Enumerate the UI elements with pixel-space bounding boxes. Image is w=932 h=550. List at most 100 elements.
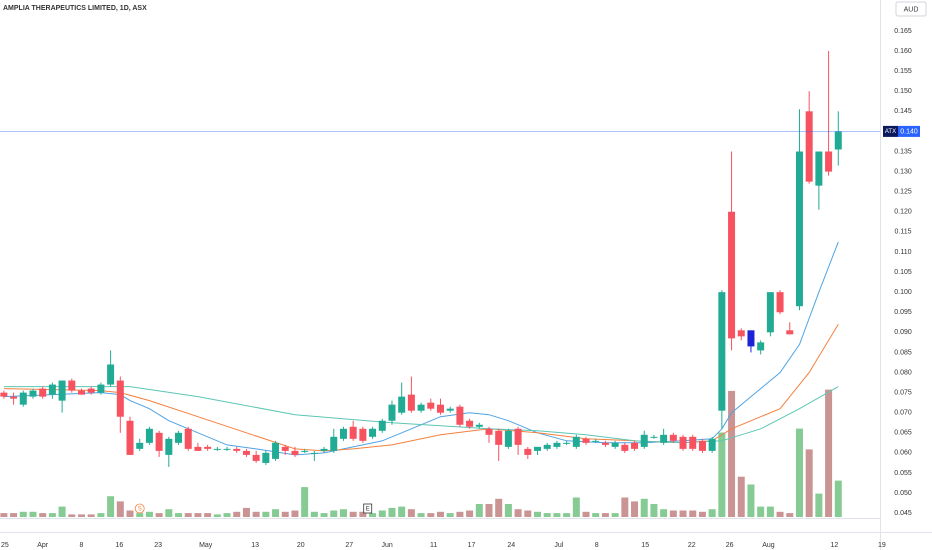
x-tick-label: May bbox=[199, 542, 213, 549]
volume-bar bbox=[631, 501, 639, 517]
candle-body bbox=[805, 111, 813, 182]
volume-bar bbox=[388, 507, 396, 517]
candle-body bbox=[320, 448, 328, 451]
y-tick-label: 0.080 bbox=[894, 369, 912, 376]
volume-bar bbox=[698, 511, 706, 517]
volume-bar bbox=[68, 514, 76, 517]
candle-body bbox=[456, 406, 464, 425]
candle-body bbox=[621, 444, 629, 451]
volume-bar bbox=[145, 511, 153, 517]
candle-body bbox=[728, 211, 736, 339]
moving-average bbox=[3, 241, 839, 456]
volume-bar bbox=[524, 510, 532, 517]
volume-bar bbox=[786, 513, 794, 517]
candle-body bbox=[718, 292, 726, 411]
x-tick-label: 17 bbox=[468, 542, 476, 549]
y-tick-label: 0.055 bbox=[894, 470, 912, 477]
volume-bar bbox=[310, 511, 318, 517]
volume-bar bbox=[107, 496, 115, 517]
y-tick-label: 0.095 bbox=[894, 309, 912, 316]
x-tick-label: Apr bbox=[37, 542, 49, 549]
volume-bar bbox=[194, 513, 202, 517]
candle-body bbox=[0, 392, 8, 397]
volume-bar bbox=[0, 513, 8, 517]
x-tick-label: 25 bbox=[1, 542, 9, 549]
candle-body bbox=[640, 434, 648, 447]
candle-body bbox=[737, 330, 745, 337]
volume-bar bbox=[601, 513, 609, 517]
volume-bar bbox=[466, 510, 474, 517]
volume-bar bbox=[19, 511, 27, 517]
volume-bar bbox=[825, 389, 833, 517]
candle-body bbox=[524, 448, 532, 455]
volume-bar bbox=[747, 484, 755, 517]
currency: AUD bbox=[904, 6, 919, 13]
candle-body bbox=[563, 442, 571, 444]
volume-bar bbox=[621, 497, 629, 517]
candle-body bbox=[213, 448, 221, 450]
x-tick-label: 19 bbox=[878, 542, 886, 549]
y-tick-label: 0.135 bbox=[894, 148, 912, 155]
x-tick-label: 20 bbox=[297, 542, 305, 549]
candle-body bbox=[77, 390, 85, 395]
event-box bbox=[363, 503, 373, 514]
y-tick-label: 0.125 bbox=[894, 189, 912, 196]
currency-box[interactable] bbox=[895, 1, 927, 17]
candle-body bbox=[349, 426, 357, 439]
candle-body bbox=[776, 292, 784, 313]
volume-bar bbox=[165, 509, 173, 517]
volume-bar bbox=[679, 510, 687, 517]
volume-bar bbox=[301, 487, 309, 517]
x-tick-label: 12 bbox=[831, 542, 839, 549]
volume-bar bbox=[543, 513, 551, 517]
y-tick-label: 0.100 bbox=[894, 289, 912, 296]
candle-body bbox=[417, 404, 425, 411]
volume-bar bbox=[272, 509, 280, 517]
candle-body bbox=[495, 430, 503, 445]
x-tick-label: 24 bbox=[507, 542, 515, 549]
event-label: S bbox=[138, 507, 142, 513]
volume-bar bbox=[398, 506, 406, 517]
candle-body bbox=[339, 428, 347, 439]
volume-bar bbox=[660, 509, 668, 517]
volume-bar bbox=[116, 501, 124, 517]
volume-bar bbox=[281, 511, 289, 517]
candle-body bbox=[262, 452, 270, 463]
candle-body bbox=[582, 438, 590, 443]
volume-bar bbox=[39, 513, 47, 517]
candle-body bbox=[252, 454, 260, 461]
volume-bar bbox=[436, 511, 444, 517]
y-tick-label: 0.120 bbox=[894, 209, 912, 216]
candle-body bbox=[58, 380, 66, 401]
volume-bar bbox=[204, 513, 212, 517]
x-tick-label: 16 bbox=[115, 542, 123, 549]
candle-body bbox=[165, 438, 173, 455]
candle-body bbox=[660, 434, 668, 443]
y-tick-label: 0.075 bbox=[894, 389, 912, 396]
y-tick-label: 0.160 bbox=[894, 48, 912, 55]
candle-body bbox=[825, 151, 833, 172]
volume-bar bbox=[359, 511, 367, 517]
candle-body bbox=[291, 450, 299, 455]
candle-body bbox=[766, 292, 774, 333]
volume-bar bbox=[233, 511, 241, 517]
x-tick-label: Jul bbox=[554, 542, 563, 549]
volume-bar bbox=[805, 449, 813, 517]
volume-bar bbox=[126, 510, 134, 517]
moving-average bbox=[3, 386, 839, 444]
candle-body bbox=[747, 330, 755, 347]
candle-body bbox=[359, 428, 367, 441]
volume-bar bbox=[834, 480, 842, 517]
volume-bar bbox=[534, 511, 542, 517]
candle-body bbox=[698, 440, 706, 451]
candle-body bbox=[650, 436, 658, 438]
x-tick-label: 13 bbox=[251, 542, 259, 549]
volume-bar bbox=[407, 509, 415, 517]
candle-body bbox=[436, 404, 444, 413]
x-tick-label: Jun bbox=[381, 542, 392, 549]
candle-body bbox=[689, 436, 697, 449]
volume-bar bbox=[572, 497, 580, 517]
y-tick-label: 0.110 bbox=[895, 249, 912, 256]
